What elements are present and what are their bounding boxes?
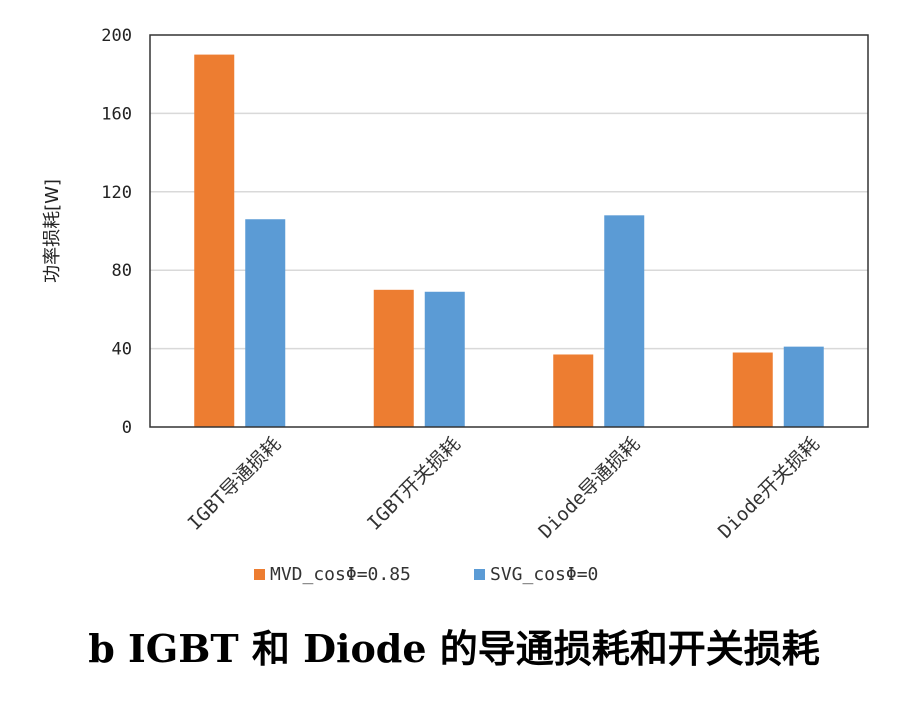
x-category-label: IGBT导通损耗 [184, 433, 286, 535]
x-category-label: Diode导通损耗 [535, 433, 645, 543]
x-category-label: IGBT开关损耗 [363, 433, 465, 535]
bars [194, 54, 824, 427]
bar-mvd-3 [732, 352, 773, 427]
x-category-label: Diode开关损耗 [714, 433, 824, 543]
legend-swatch [474, 569, 485, 580]
legend-entry: MVD_cosΦ=0.85 [270, 564, 411, 585]
y-tick-label: 0 [122, 418, 132, 438]
bar-mvd-1 [373, 289, 414, 427]
bar-svg-0 [245, 219, 286, 427]
y-tick-label: 80 [112, 261, 132, 281]
y-tick-label: 160 [101, 104, 132, 124]
y-tick-label: 200 [101, 26, 132, 46]
bar-chart: 0 40 80 120 160 200 IGBT导通损耗 IGBT开关损耗 Diode导通损耗… [42, 26, 869, 585]
x-category-labels: IGBT导通损耗 IGBT开关损耗 Diode导通损耗 Diode开关损耗 [184, 433, 824, 543]
bar-svg-1 [424, 291, 465, 427]
bar-svg-2 [604, 215, 645, 427]
plot-frame [149, 34, 869, 428]
y-tick-label: 40 [112, 340, 132, 360]
legend-entry: SVG_cosΦ=0 [490, 564, 598, 585]
y-tick-labels: 0 40 80 120 160 200 [101, 26, 132, 438]
bar-svg-3 [783, 346, 824, 427]
y-axis-label: 功率损耗[W] [42, 179, 63, 283]
legend-swatch [254, 569, 265, 580]
bar-mvd-2 [553, 354, 594, 427]
legend: MVD_cosΦ=0.85 SVG_cosΦ=0 [254, 564, 598, 585]
y-tick-label: 120 [101, 183, 132, 203]
bar-mvd-0 [194, 54, 235, 427]
figure-caption: b IGBT 和 Diode 的导通损耗和开关损耗 [88, 626, 820, 671]
